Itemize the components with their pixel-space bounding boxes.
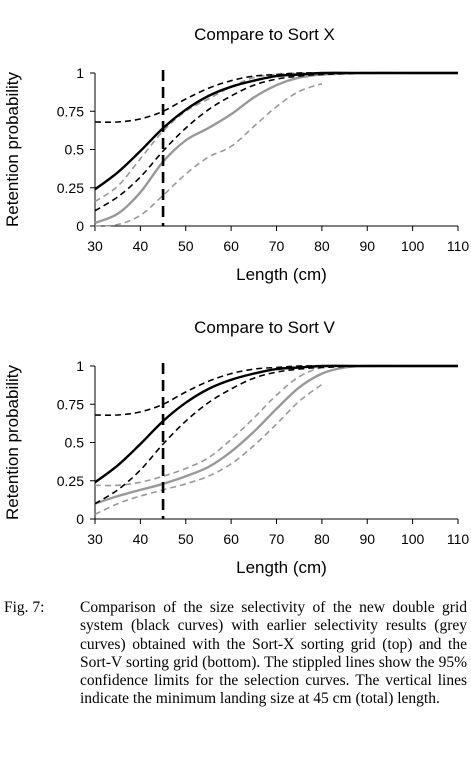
y-tick-label: 0.75 xyxy=(57,103,84,119)
caption-label: Fig. 7: xyxy=(4,599,45,616)
black-selection-curve xyxy=(94,71,458,191)
x-tick-label: 70 xyxy=(269,531,285,547)
y-tick-label: 0.5 xyxy=(65,435,85,451)
x-tick-label: 50 xyxy=(178,238,194,254)
y-tick-label: 0.25 xyxy=(57,473,84,489)
black-confidence-limit xyxy=(94,72,458,212)
x-axis-label: Length (cm) xyxy=(236,265,327,284)
y-axis-label: Retention probability xyxy=(3,72,22,227)
y-tick-label: 0.5 xyxy=(65,142,85,158)
x-tick-label: 30 xyxy=(87,238,103,254)
x-tick-label: 80 xyxy=(314,531,330,547)
black-confidence-limit xyxy=(94,365,458,417)
x-tick-label: 60 xyxy=(223,238,239,254)
grey-confidence-limit xyxy=(94,365,458,487)
grey-confidence-limit xyxy=(94,82,323,227)
chart-1: Compare to Sort X 0 0.25 0.5 0.75 1 30 40 50 60 70… xyxy=(3,25,469,284)
x-tick-label: 50 xyxy=(178,531,194,547)
y-axis-label: Retention probability xyxy=(3,365,22,520)
black-confidence-limit xyxy=(94,365,458,505)
chart-title: Compare to Sort V xyxy=(194,318,335,337)
x-tick-label: 110 xyxy=(447,531,470,547)
y-tick-label: 1 xyxy=(76,65,84,81)
caption-text: Comparison of the size selectivity of th… xyxy=(80,599,467,708)
y-tick-label: 0 xyxy=(76,218,84,234)
grey-confidence-limit xyxy=(94,383,323,516)
x-tick-label: 80 xyxy=(314,238,330,254)
x-axis-label: Length (cm) xyxy=(236,558,327,577)
black-confidence-limit xyxy=(94,72,458,124)
y-tick-label: 0 xyxy=(76,511,84,527)
figure: Compare to Sort X 0 0.25 0.5 0.75 1 30 40 50 60 70… xyxy=(3,25,469,577)
chart-2: Compare to Sort V 0 0.25 0.5 0.75 1 30 40 50 60 70… xyxy=(3,318,469,577)
x-tick-label: 90 xyxy=(359,238,375,254)
x-tick-label: 100 xyxy=(401,238,425,254)
x-tick-label: 60 xyxy=(223,531,239,547)
x-tick-label: 40 xyxy=(133,531,149,547)
chart-title: Compare to Sort X xyxy=(194,25,335,44)
x-tick-label: 70 xyxy=(269,238,285,254)
grey-selection-curve xyxy=(94,71,458,225)
x-tick-label: 40 xyxy=(133,238,149,254)
x-tick-label: 110 xyxy=(447,238,470,254)
black-selection-curve xyxy=(94,364,458,484)
x-tick-label: 90 xyxy=(359,531,375,547)
y-tick-label: 0.75 xyxy=(57,396,84,412)
y-tick-label: 0.25 xyxy=(57,180,84,196)
x-tick-label: 100 xyxy=(401,531,425,547)
x-tick-label: 30 xyxy=(87,531,103,547)
y-tick-label: 1 xyxy=(76,358,84,374)
